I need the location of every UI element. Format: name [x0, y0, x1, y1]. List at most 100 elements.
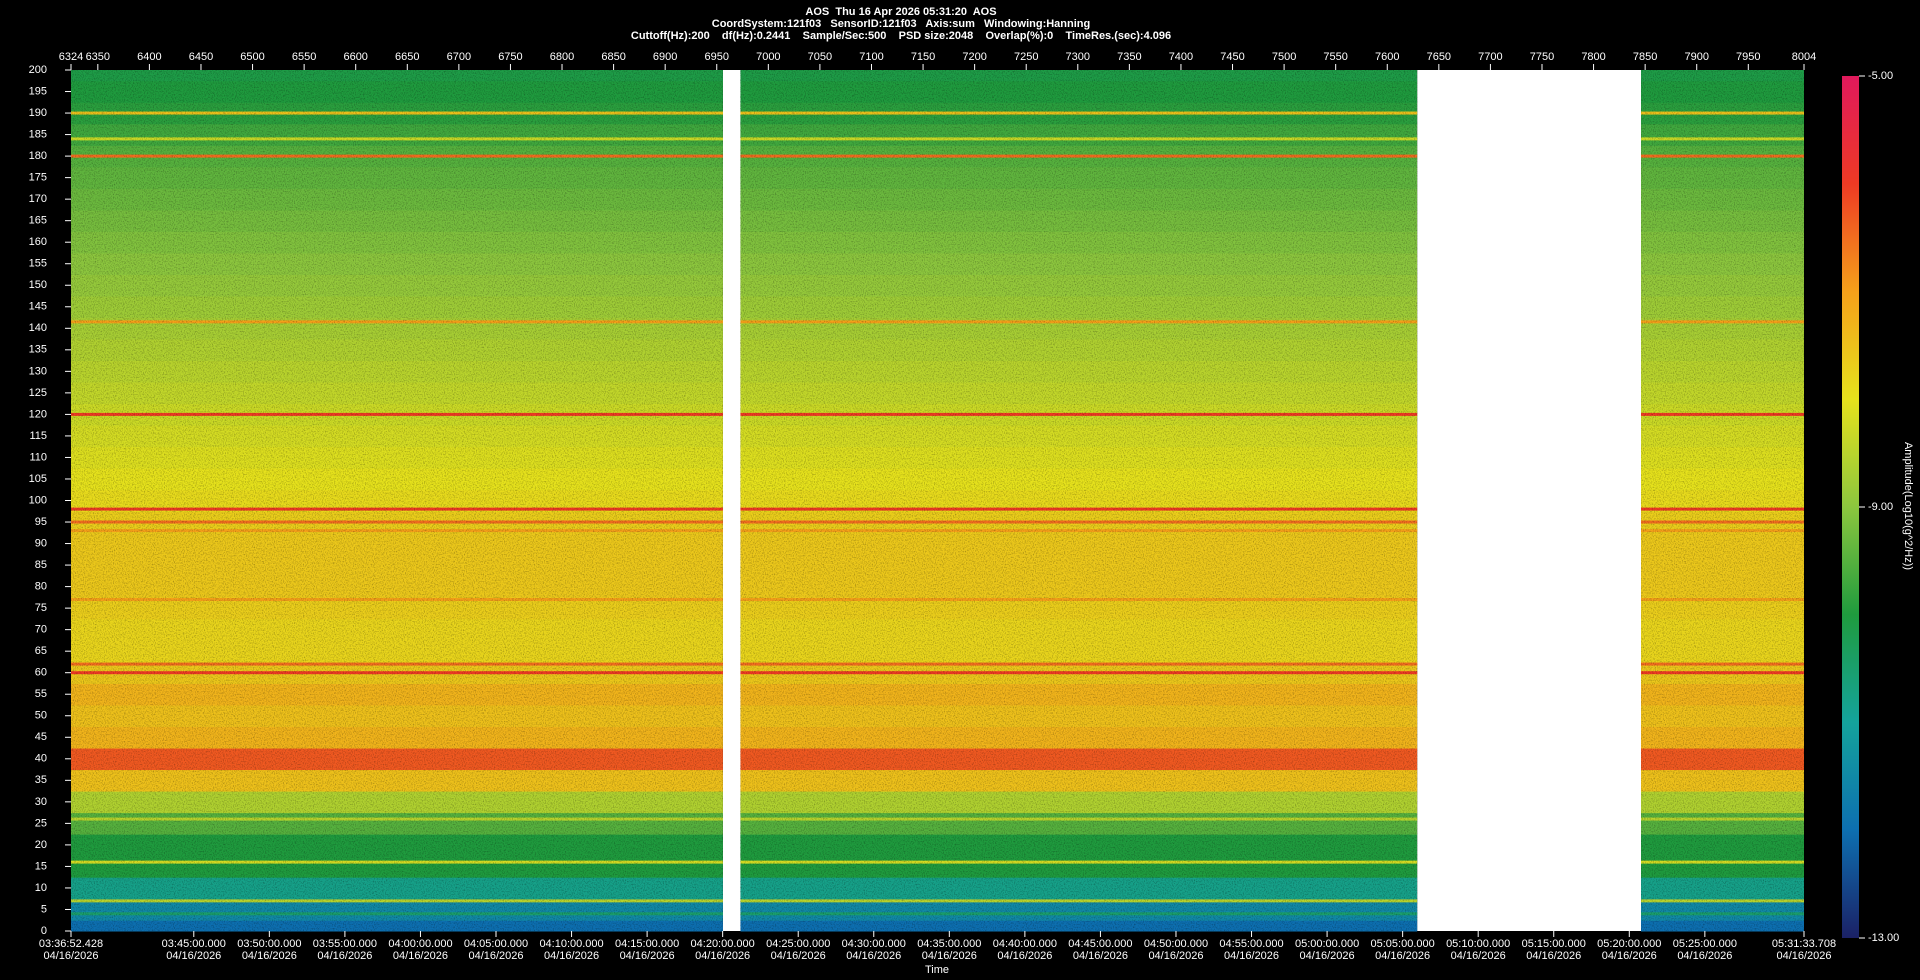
y-tick-label: 15	[35, 860, 47, 872]
x2-tick-label: 7250	[1014, 51, 1038, 63]
y-tick-label: 95	[35, 516, 47, 528]
x2-tick-label: 7650	[1427, 51, 1451, 63]
y-tick-label: 5	[41, 903, 47, 915]
colorbar-tick-label: -9.00	[1868, 501, 1893, 513]
x2-tick-label: 7850	[1633, 51, 1657, 63]
y-tick-label: 75	[35, 602, 47, 614]
x2-tick-label: 7300	[1066, 51, 1090, 63]
x-tick-label: 03:36:52.428	[39, 938, 103, 950]
x-tick-label: 04:50:00.000	[1144, 938, 1208, 950]
y-tick-label: 40	[35, 753, 47, 765]
x2-tick-label: 7700	[1478, 51, 1502, 63]
x-tick-date: 04/16/2026	[1776, 950, 1831, 962]
x-tick-label: 04:55:00.000	[1219, 938, 1283, 950]
y-tick-label: 190	[29, 107, 47, 119]
y-tick-label: 155	[29, 258, 47, 270]
x-tick-date: 04/16/2026	[1677, 950, 1732, 962]
y-tick-label: 45	[35, 731, 47, 743]
x-tick-label: 05:10:00.000	[1446, 938, 1510, 950]
x-axis-label: Time	[925, 964, 949, 976]
x-tick-label: 04:05:00.000	[464, 938, 528, 950]
x-tick-label: 03:55:00.000	[313, 938, 377, 950]
y-tick-label: 0	[41, 925, 47, 937]
x2-tick-label: 6350	[86, 51, 110, 63]
y-tick-label: 135	[29, 344, 47, 356]
x-tick-date: 04/16/2026	[166, 950, 221, 962]
y-tick-label: 195	[29, 85, 47, 97]
x2-tick-label: 6550	[292, 51, 316, 63]
x-tick-label: 04:40:00.000	[993, 938, 1057, 950]
x2-tick-label: 6650	[395, 51, 419, 63]
x2-tick-label: 6600	[343, 51, 367, 63]
x-tick-date: 04/16/2026	[317, 950, 372, 962]
x2-tick-label: 7800	[1581, 51, 1605, 63]
noise-texture	[71, 70, 723, 931]
x-tick-label: 04:25:00.000	[766, 938, 830, 950]
x-tick-label: 04:15:00.000	[615, 938, 679, 950]
y-tick-label: 105	[29, 473, 47, 485]
y-tick-label: 70	[35, 624, 47, 636]
y-tick-label: 35	[35, 774, 47, 786]
x-tick-date: 04/16/2026	[242, 950, 297, 962]
heatmap	[71, 70, 1804, 932]
x-tick-date: 04/16/2026	[43, 950, 98, 962]
y-tick-label: 200	[29, 64, 47, 76]
x-tick-label: 05:00:00.000	[1295, 938, 1359, 950]
y-tick-label: 100	[29, 494, 47, 506]
x-tick-date: 04/16/2026	[1300, 950, 1355, 962]
chart-info: Cuttoff(Hz):200 df(Hz):0.2441 Sample/Sec…	[631, 30, 1171, 42]
noise-texture	[1641, 70, 1804, 931]
x2-tick-label: 7150	[911, 51, 935, 63]
x2-tick-label: 6800	[550, 51, 574, 63]
x-tick-date: 04/16/2026	[771, 950, 826, 962]
x2-tick-label: 8004	[1792, 51, 1816, 63]
x-tick-date: 04/16/2026	[544, 950, 599, 962]
colorbar-tick-label: -5.00	[1868, 70, 1893, 82]
x-tick-label: 04:30:00.000	[842, 938, 906, 950]
x-tick-label: 04:35:00.000	[917, 938, 981, 950]
colorbar-tick-label: -13.00	[1868, 932, 1899, 944]
y-tick-label: 120	[29, 408, 47, 420]
x-tick-date: 04/16/2026	[1224, 950, 1279, 962]
x-tick-date: 04/16/2026	[393, 950, 448, 962]
y-tick-label: 50	[35, 710, 47, 722]
y-tick-label: 25	[35, 817, 47, 829]
x-tick-label: 03:45:00.000	[162, 938, 226, 950]
x2-tick-label: 6850	[601, 51, 625, 63]
y-tick-label: 115	[29, 430, 47, 442]
x2-tick-label: 6900	[653, 51, 677, 63]
x-tick-date: 04/16/2026	[846, 950, 901, 962]
x2-tick-label: 7100	[859, 51, 883, 63]
x-tick-label: 04:00:00.000	[388, 938, 452, 950]
x-tick-date: 04/16/2026	[922, 950, 977, 962]
y-tick-label: 145	[29, 301, 47, 313]
x-tick-date: 04/16/2026	[1073, 950, 1128, 962]
y-tick-label: 90	[35, 537, 47, 549]
y-tick-label: 170	[29, 193, 47, 205]
x2-tick-label: 7950	[1736, 51, 1760, 63]
y-tick-label: 165	[29, 215, 47, 227]
x-tick-label: 05:25:00.000	[1673, 938, 1737, 950]
y-tick-label: 140	[29, 322, 47, 334]
x2-tick-label: 7900	[1684, 51, 1708, 63]
x-tick-label: 05:15:00.000	[1522, 938, 1586, 950]
x-tick-label: 03:50:00.000	[237, 938, 301, 950]
x-tick-date: 04/16/2026	[1526, 950, 1581, 962]
y-tick-label: 30	[35, 796, 47, 808]
x-tick-date: 04/16/2026	[1375, 950, 1430, 962]
y-tick-label: 160	[29, 236, 47, 248]
chart-title: AOS Thu 16 Apr 2026 05:31:20 AOS	[805, 6, 996, 18]
x2-tick-label: 6500	[240, 51, 264, 63]
x-tick-date: 04/16/2026	[1148, 950, 1203, 962]
x2-tick-label: 7200	[962, 51, 986, 63]
y-tick-label: 110	[29, 451, 47, 463]
x2-tick-label: 6700	[447, 51, 471, 63]
x2-tick-label: 7400	[1169, 51, 1193, 63]
x2-tick-label: 6750	[498, 51, 522, 63]
x-tick-date: 04/16/2026	[1602, 950, 1657, 962]
y-tick-label: 60	[35, 667, 47, 679]
y-tick-label: 10	[35, 882, 47, 894]
x2-tick-label: 7350	[1117, 51, 1141, 63]
x-tick-date: 04/16/2026	[1451, 950, 1506, 962]
